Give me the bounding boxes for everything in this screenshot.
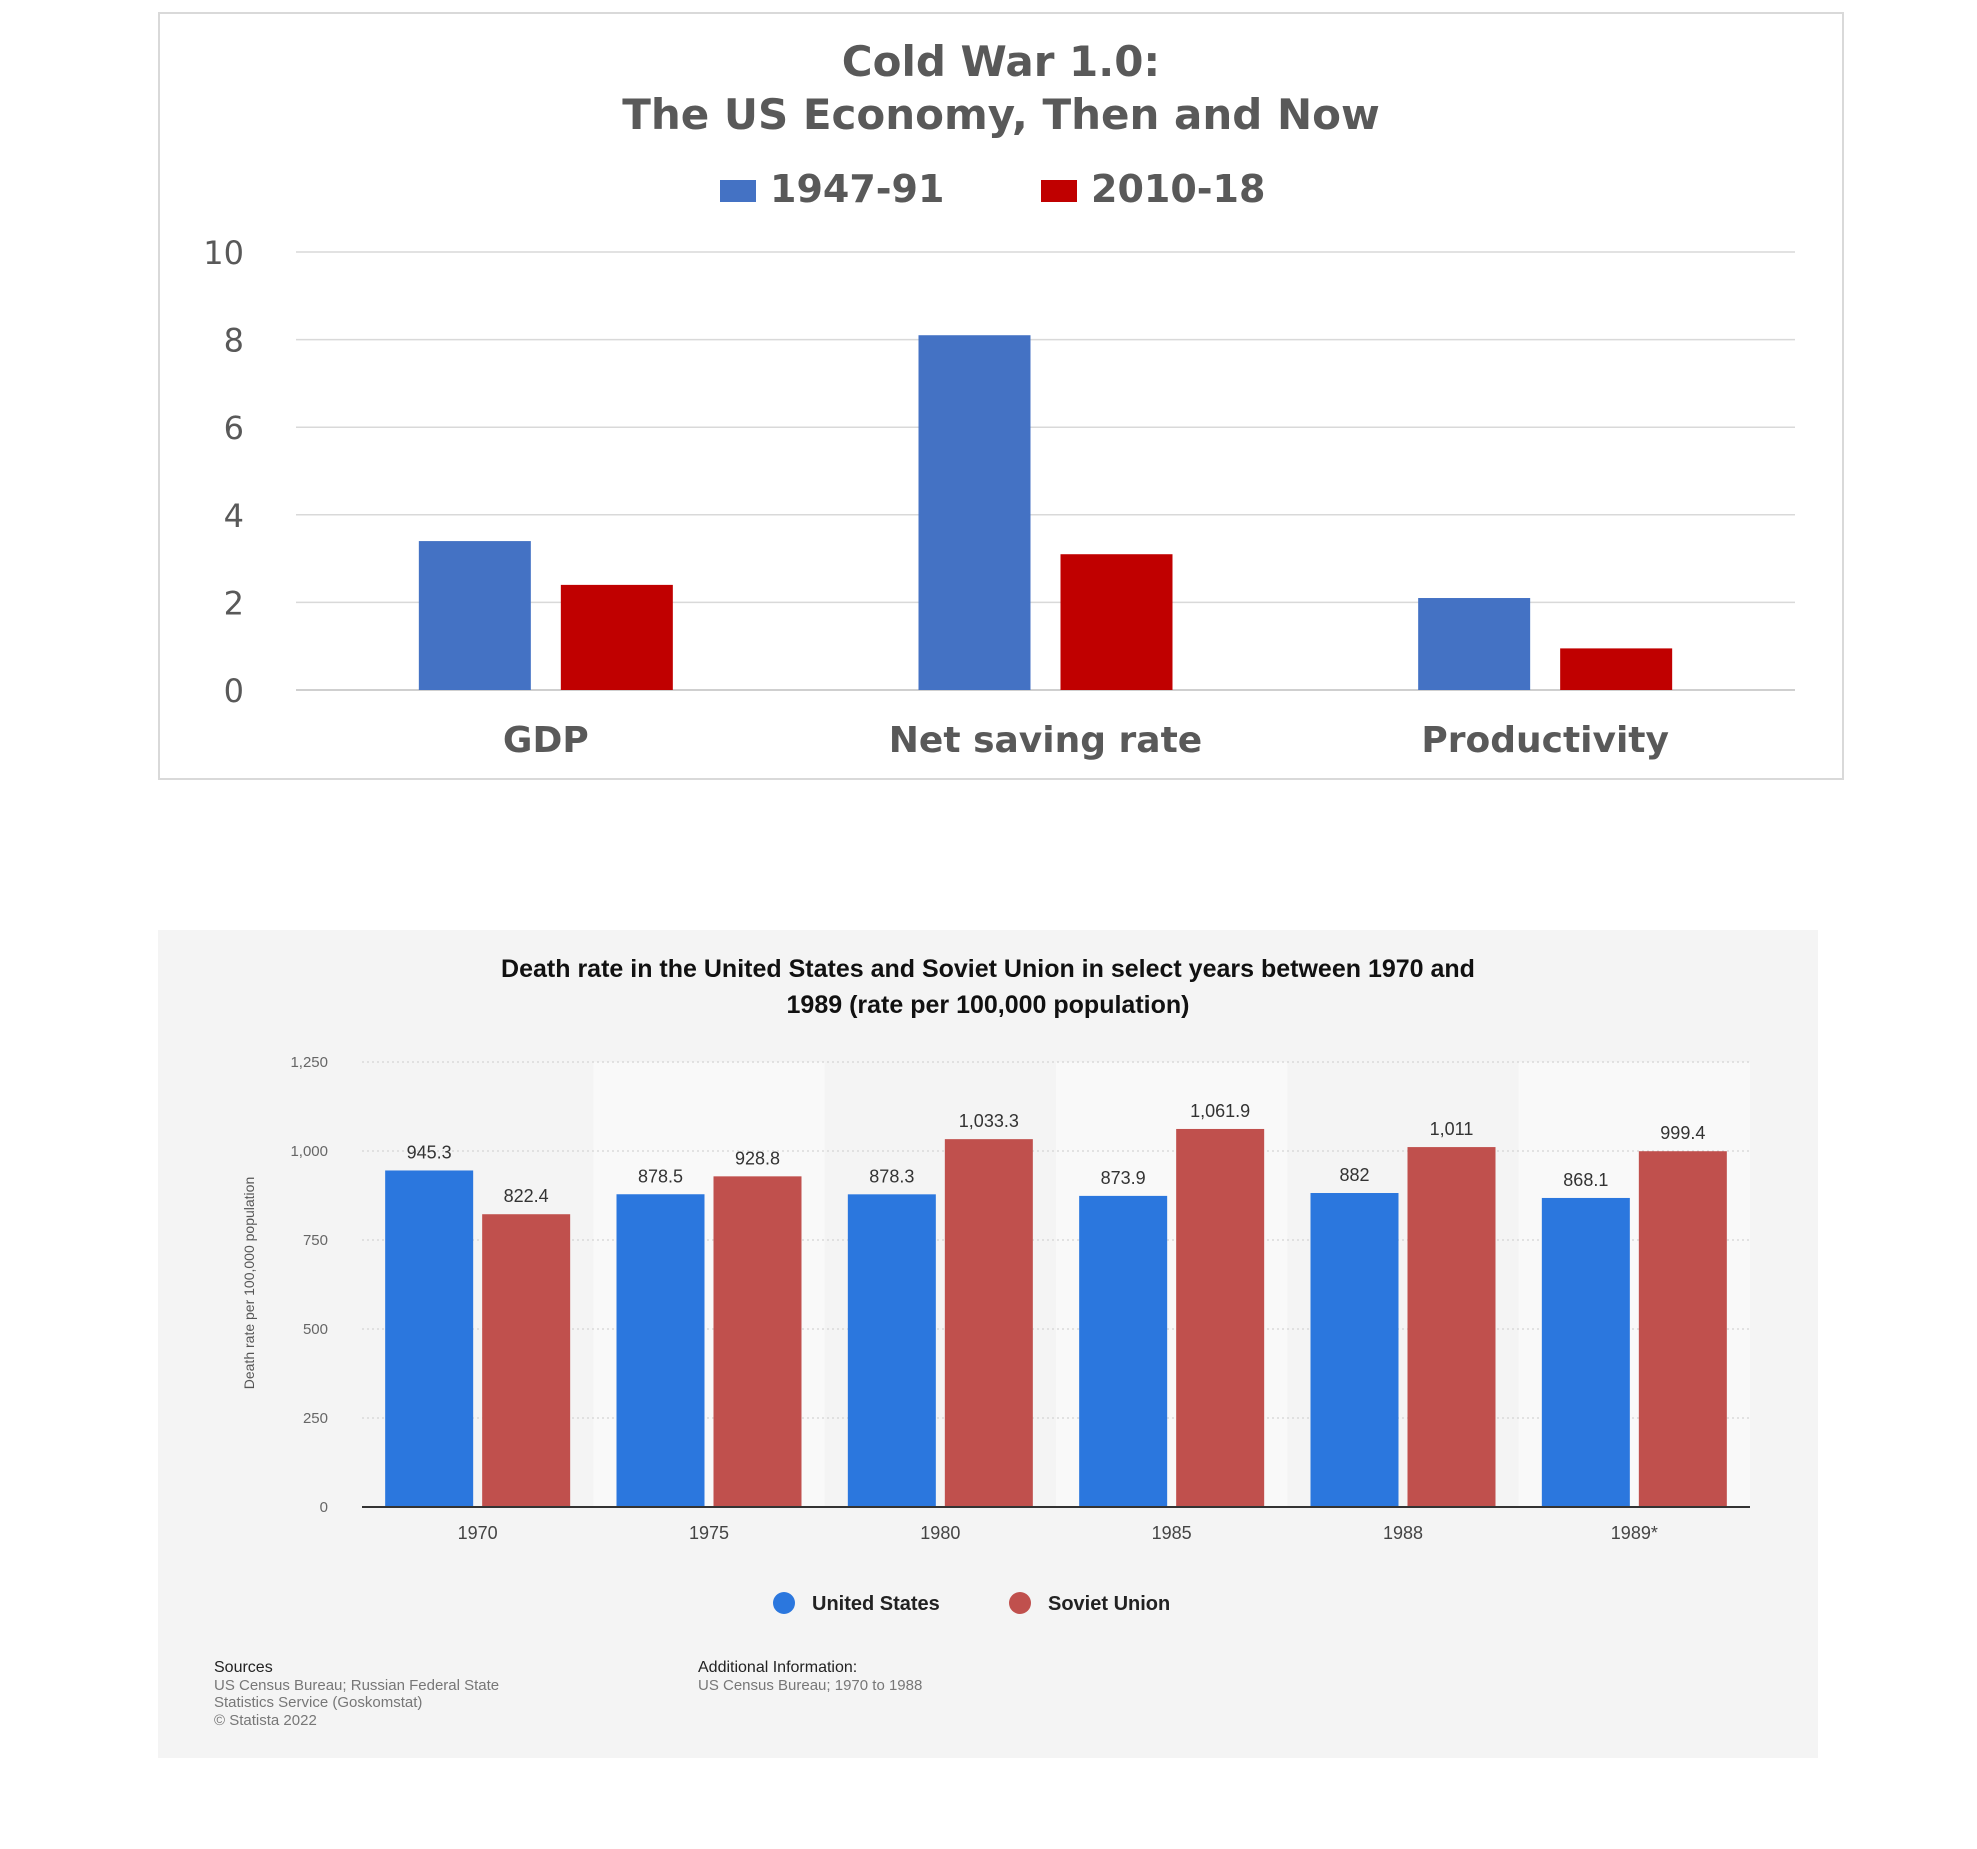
data-label-1985-united-states: 873.9: [1101, 1168, 1146, 1188]
y-tick-4: 4: [224, 497, 244, 535]
legend-label-1947-91: 1947-91: [770, 167, 944, 211]
legend-swatch-1947-91: [720, 180, 756, 202]
sources-line-1: US Census Bureau; Russian Federal State: [214, 1677, 499, 1694]
y-tick-750: 750: [303, 1232, 328, 1249]
chart1-y-ticks: 0 2 4 6 8 10: [203, 234, 244, 710]
y-tick-250: 250: [303, 1410, 328, 1427]
sources-line-2: Statistics Service (Goskomstat): [214, 1694, 422, 1711]
data-label-1975-united-states: 878.5: [638, 1166, 683, 1186]
bar-productivity-1947-91: [1418, 598, 1531, 690]
legend-dot-united-states: [773, 1592, 795, 1614]
data-label-1985-soviet-union: 1,061.9: [1190, 1101, 1250, 1121]
bar-1988-soviet-union: [1407, 1147, 1496, 1507]
chart1-x-ticks: GDP Net saving rate Productivity: [503, 720, 1669, 761]
y-tick-8: 8: [224, 322, 244, 360]
x-label-1970: 1970: [458, 1523, 498, 1543]
legend-dot-soviet-union: [1009, 1592, 1031, 1614]
data-label-1970-united-states: 945.3: [407, 1142, 452, 1162]
y-tick-1-000: 1,000: [290, 1143, 328, 1160]
chart2-bars: [385, 1128, 1727, 1507]
y-tick-500: 500: [303, 1321, 328, 1338]
data-label-1975-soviet-union: 928.8: [735, 1148, 780, 1168]
x-label-1985: 1985: [1152, 1523, 1192, 1543]
bar-1989-united-states: [1541, 1197, 1630, 1507]
bar-1970-soviet-union: [482, 1214, 571, 1507]
bar-gdp-1947-91: [418, 541, 531, 690]
data-label-1988-soviet-union: 1,011: [1430, 1119, 1474, 1139]
bar-1980-united-states: [847, 1194, 936, 1507]
chart1-title: Cold War 1.0:: [842, 37, 1160, 86]
chart2-y-ticks: 0 250 500 750 1,000 1,250: [290, 1054, 328, 1516]
data-label-1980-united-states: 878.3: [869, 1166, 914, 1186]
data-label-1988-united-states: 882: [1339, 1165, 1369, 1185]
y-tick-0: 0: [224, 672, 244, 710]
y-tick-6: 6: [224, 409, 244, 447]
chart2-title-line2: 1989 (rate per 100,000 population): [787, 991, 1190, 1019]
bar-1989-soviet-union: [1638, 1151, 1727, 1507]
bar-productivity-2010-18: [1560, 648, 1673, 690]
bar-gdp-2010-18: [560, 584, 673, 690]
x-label-1975: 1975: [689, 1523, 729, 1543]
legend-swatch-2010-18: [1041, 180, 1077, 202]
chart1-subtitle: The US Economy, Then and Now: [622, 90, 1380, 139]
legend-label-soviet-union: Soviet Union: [1048, 1593, 1170, 1615]
chart2-sources: Sources US Census Bureau; Russian Federa…: [214, 1659, 499, 1729]
chart2-additional-info: Additional Information: US Census Bureau…: [698, 1659, 922, 1694]
x-label-1989: 1989*: [1611, 1523, 1658, 1543]
us-economy-chart: Cold War 1.0: The US Economy, Then and N…: [158, 12, 1844, 780]
chart2-data-labels: 945.3 822.4 878.5 928.8 878.3 1,033.3 873.9 1,0…: [407, 1101, 1706, 1206]
data-label-1989-united-states: 868.1: [1563, 1170, 1608, 1190]
chart2-title-line1: Death rate in the United States and Sovi…: [501, 955, 1475, 983]
bar-1970-united-states: [385, 1170, 474, 1507]
y-tick-2: 2: [224, 584, 244, 622]
bar-net-saving-rate-2010-18: [1060, 554, 1173, 690]
bar-1988-united-states: [1310, 1193, 1399, 1507]
chart1-gridlines: [296, 251, 1795, 691]
bar-net-saving-rate-1947-91: [918, 335, 1031, 690]
bar-1985-united-states: [1079, 1195, 1168, 1507]
additional-info-heading: Additional Information:: [698, 1659, 857, 1676]
data-label-1989-soviet-union: 999.4: [1660, 1123, 1705, 1143]
legend-label-2010-18: 2010-18: [1091, 167, 1265, 211]
x-label-gdp: GDP: [503, 720, 589, 761]
bar-1975-united-states: [616, 1194, 705, 1507]
chart1-bars: [418, 335, 1673, 690]
bar-1985-soviet-union: [1176, 1128, 1265, 1507]
y-tick-0: 0: [320, 1499, 328, 1516]
bar-1975-soviet-union: [713, 1176, 802, 1507]
chart2-gridlines: [362, 1061, 1750, 1419]
y-tick-1-250: 1,250: [290, 1054, 328, 1071]
chart2-legend: United States Soviet Union: [773, 1592, 1170, 1615]
death-rate-chart: Death rate in the United States and Sovi…: [158, 930, 1818, 1758]
x-label-net-saving-rate: Net saving rate: [889, 720, 1202, 761]
chart2-y-axis-label: Death rate per 100,000 population: [241, 1177, 257, 1390]
data-label-1970-soviet-union: 822.4: [504, 1186, 549, 1206]
additional-info-line-1: US Census Bureau; 1970 to 1988: [698, 1677, 922, 1694]
data-label-1980-soviet-union: 1,033.3: [959, 1111, 1019, 1131]
chart2-x-ticks: 1970 1975 1980 1985 1988 1989*: [458, 1523, 1658, 1543]
x-label-1980: 1980: [920, 1523, 960, 1543]
y-tick-10: 10: [203, 234, 244, 272]
x-label-1988: 1988: [1383, 1523, 1423, 1543]
chart1-legend: 1947-91 2010-18: [720, 167, 1265, 211]
sources-line-3: © Statista 2022: [214, 1712, 317, 1729]
x-label-productivity: Productivity: [1421, 720, 1669, 761]
sources-heading: Sources: [214, 1659, 273, 1676]
bar-1980-soviet-union: [944, 1139, 1033, 1507]
legend-label-united-states: United States: [812, 1593, 940, 1615]
